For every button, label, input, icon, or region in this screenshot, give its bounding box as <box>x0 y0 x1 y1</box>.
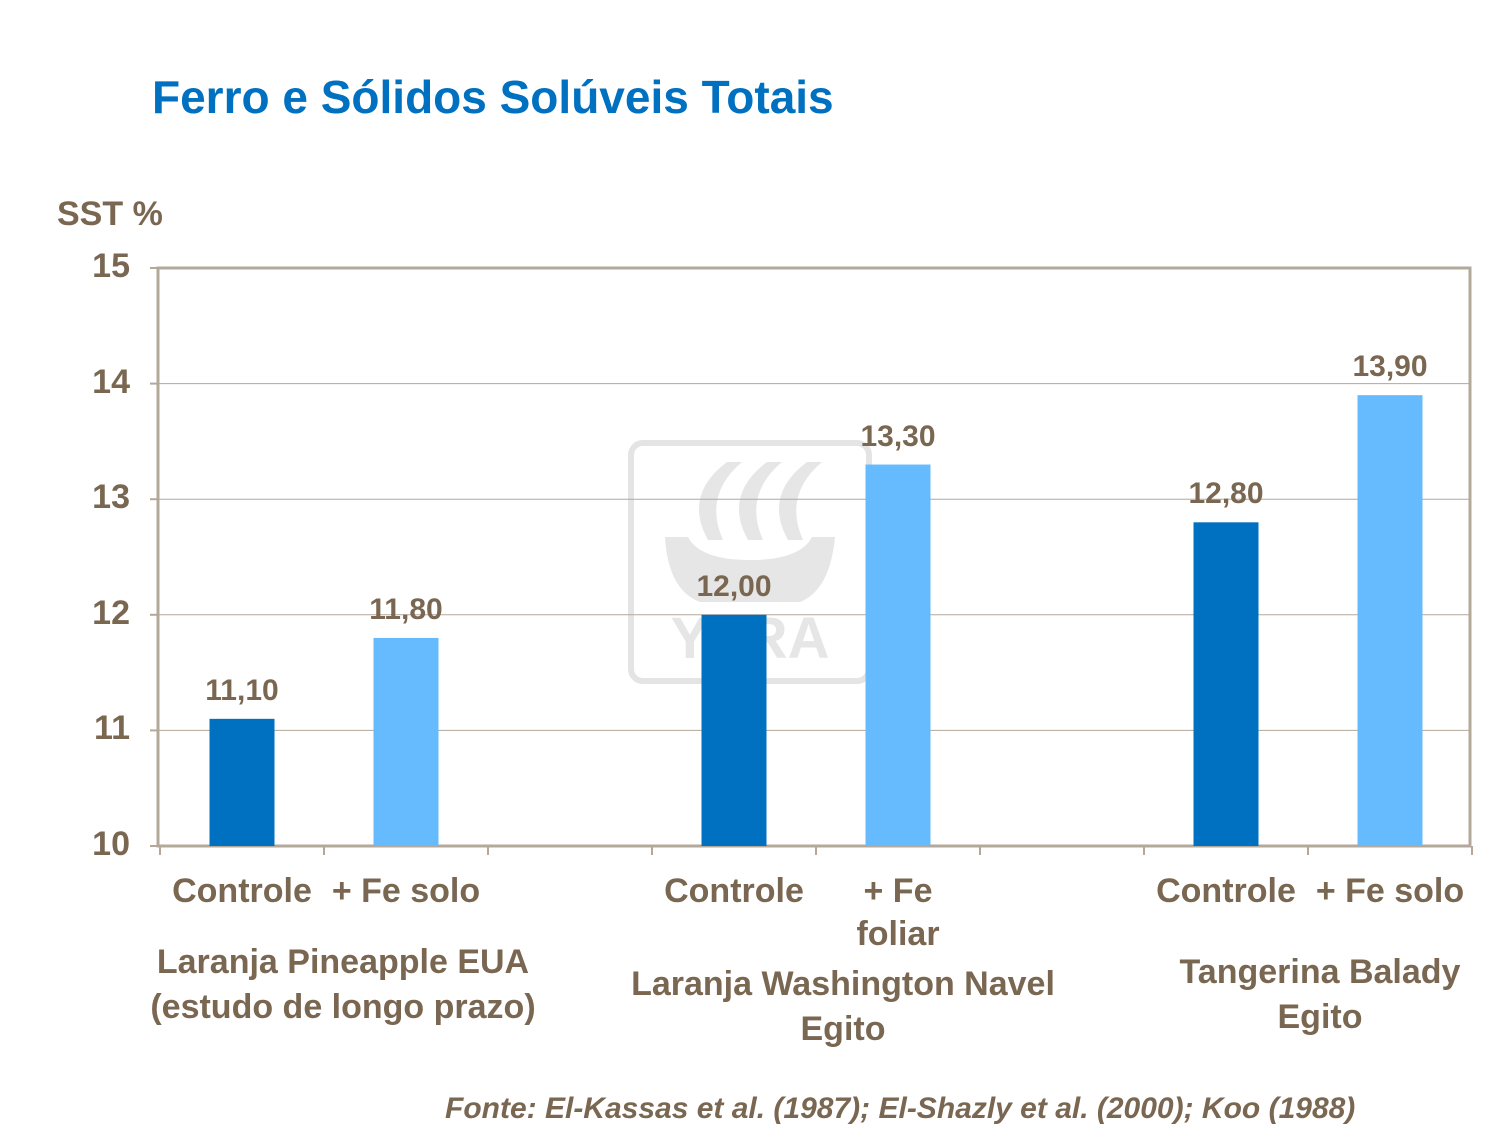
category-label: + Fe solo <box>1315 872 1465 910</box>
data-label: 11,10 <box>205 673 279 707</box>
category-label: + Fe foliar <box>856 872 940 953</box>
category-label: + Fe solo <box>331 872 481 910</box>
group-label: Laranja Washington Navel Egito <box>631 965 1055 1048</box>
data-label: 13,30 <box>860 419 936 453</box>
data-label: 12,00 <box>696 569 772 603</box>
bar-fe-group-1 <box>373 637 439 846</box>
bar-controle-group-2 <box>701 614 767 846</box>
category-label: Controle <box>172 872 312 910</box>
y-axis-label: SST % <box>57 195 163 233</box>
category-label: Controle <box>1156 872 1296 910</box>
y-tick-label: 13 <box>92 478 130 517</box>
y-tick-label: 14 <box>92 362 130 401</box>
y-tick-label: 15 <box>92 247 130 285</box>
bar-controle-group-1 <box>209 718 275 846</box>
group-label: Tangerina Balady Egito <box>1179 953 1461 1036</box>
page-title: Ferro e Sólidos Solúveis Totais <box>152 71 834 123</box>
category-label: Controle <box>664 872 804 910</box>
y-tick-label: 10 <box>92 825 130 863</box>
bar-fe-group-3 <box>1357 395 1423 846</box>
y-tick-label: 12 <box>92 593 130 632</box>
source-citation: Fonte: El-Kassas et al. (1987); El-Shazl… <box>445 1092 1356 1125</box>
group-label: Laranja Pineapple EUA (estudo de longo p… <box>150 943 536 1026</box>
bar-controle-group-3 <box>1193 522 1259 846</box>
data-label: 11,80 <box>369 592 443 626</box>
bar-fe-group-2 <box>865 464 931 846</box>
y-tick-label: 11 <box>94 709 130 748</box>
data-label: 13,90 <box>1352 350 1428 384</box>
data-label: 12,80 <box>1188 477 1264 511</box>
